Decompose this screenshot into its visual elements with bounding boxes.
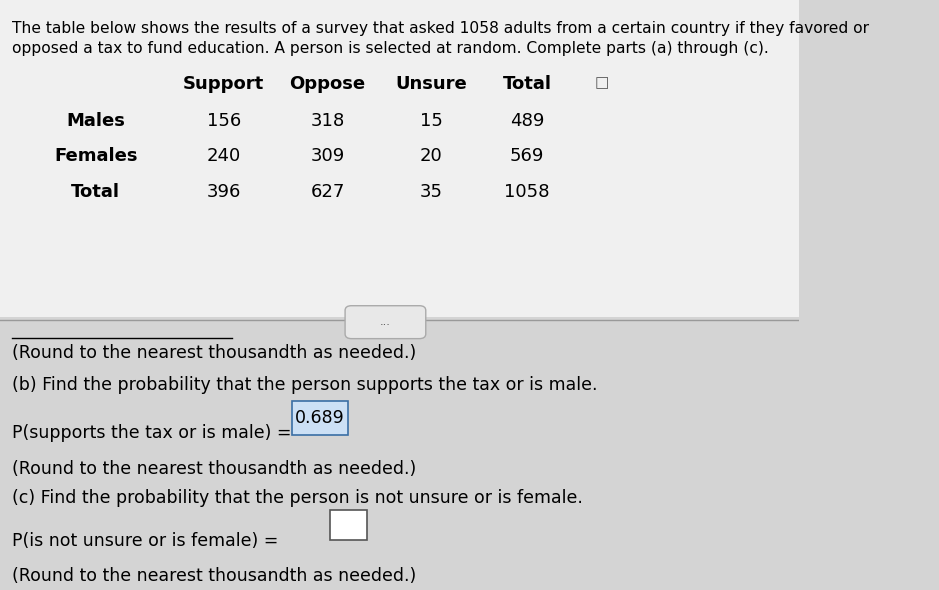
Text: opposed a tax to fund education. A person is selected at random. Complete parts : opposed a tax to fund education. A perso…	[12, 41, 769, 56]
Text: P(supports the tax or is male) =: P(supports the tax or is male) =	[12, 424, 291, 442]
Text: P(is not unsure or is female) =: P(is not unsure or is female) =	[12, 532, 278, 550]
Text: 35: 35	[420, 183, 443, 201]
Text: 0.689: 0.689	[295, 409, 345, 427]
Text: 156: 156	[207, 112, 240, 130]
Text: Unsure: Unsure	[395, 76, 468, 93]
FancyBboxPatch shape	[330, 510, 366, 540]
Text: The table below shows the results of a survey that asked 1058 adults from a cert: The table below shows the results of a s…	[12, 21, 869, 35]
Text: 489: 489	[510, 112, 545, 130]
Text: ...: ...	[380, 317, 391, 327]
Text: (c) Find the probability that the person is not unsure or is female.: (c) Find the probability that the person…	[12, 489, 583, 507]
Text: 1058: 1058	[504, 183, 550, 201]
FancyBboxPatch shape	[292, 401, 348, 435]
Text: Males: Males	[67, 112, 125, 130]
Text: 396: 396	[207, 183, 241, 201]
Text: 20: 20	[420, 147, 442, 165]
Text: 627: 627	[310, 183, 345, 201]
Text: Females: Females	[54, 147, 138, 165]
Text: (b) Find the probability that the person supports the tax or is male.: (b) Find the probability that the person…	[12, 376, 597, 394]
Text: 569: 569	[510, 147, 545, 165]
Text: 240: 240	[207, 147, 240, 165]
Text: Total: Total	[71, 183, 120, 201]
Text: (Round to the nearest thousandth as needed.): (Round to the nearest thousandth as need…	[12, 344, 416, 362]
Text: Total: Total	[502, 76, 552, 93]
FancyBboxPatch shape	[346, 306, 425, 339]
Text: (Round to the nearest thousandth as needed.): (Round to the nearest thousandth as need…	[12, 568, 416, 585]
Text: □: □	[595, 76, 609, 90]
Text: (Round to the nearest thousandth as needed.): (Round to the nearest thousandth as need…	[12, 460, 416, 478]
Text: Oppose: Oppose	[289, 76, 365, 93]
Text: Support: Support	[183, 76, 264, 93]
Text: 309: 309	[311, 147, 345, 165]
Bar	[0, 0, 799, 317]
Text: 318: 318	[311, 112, 345, 130]
Text: 15: 15	[420, 112, 443, 130]
